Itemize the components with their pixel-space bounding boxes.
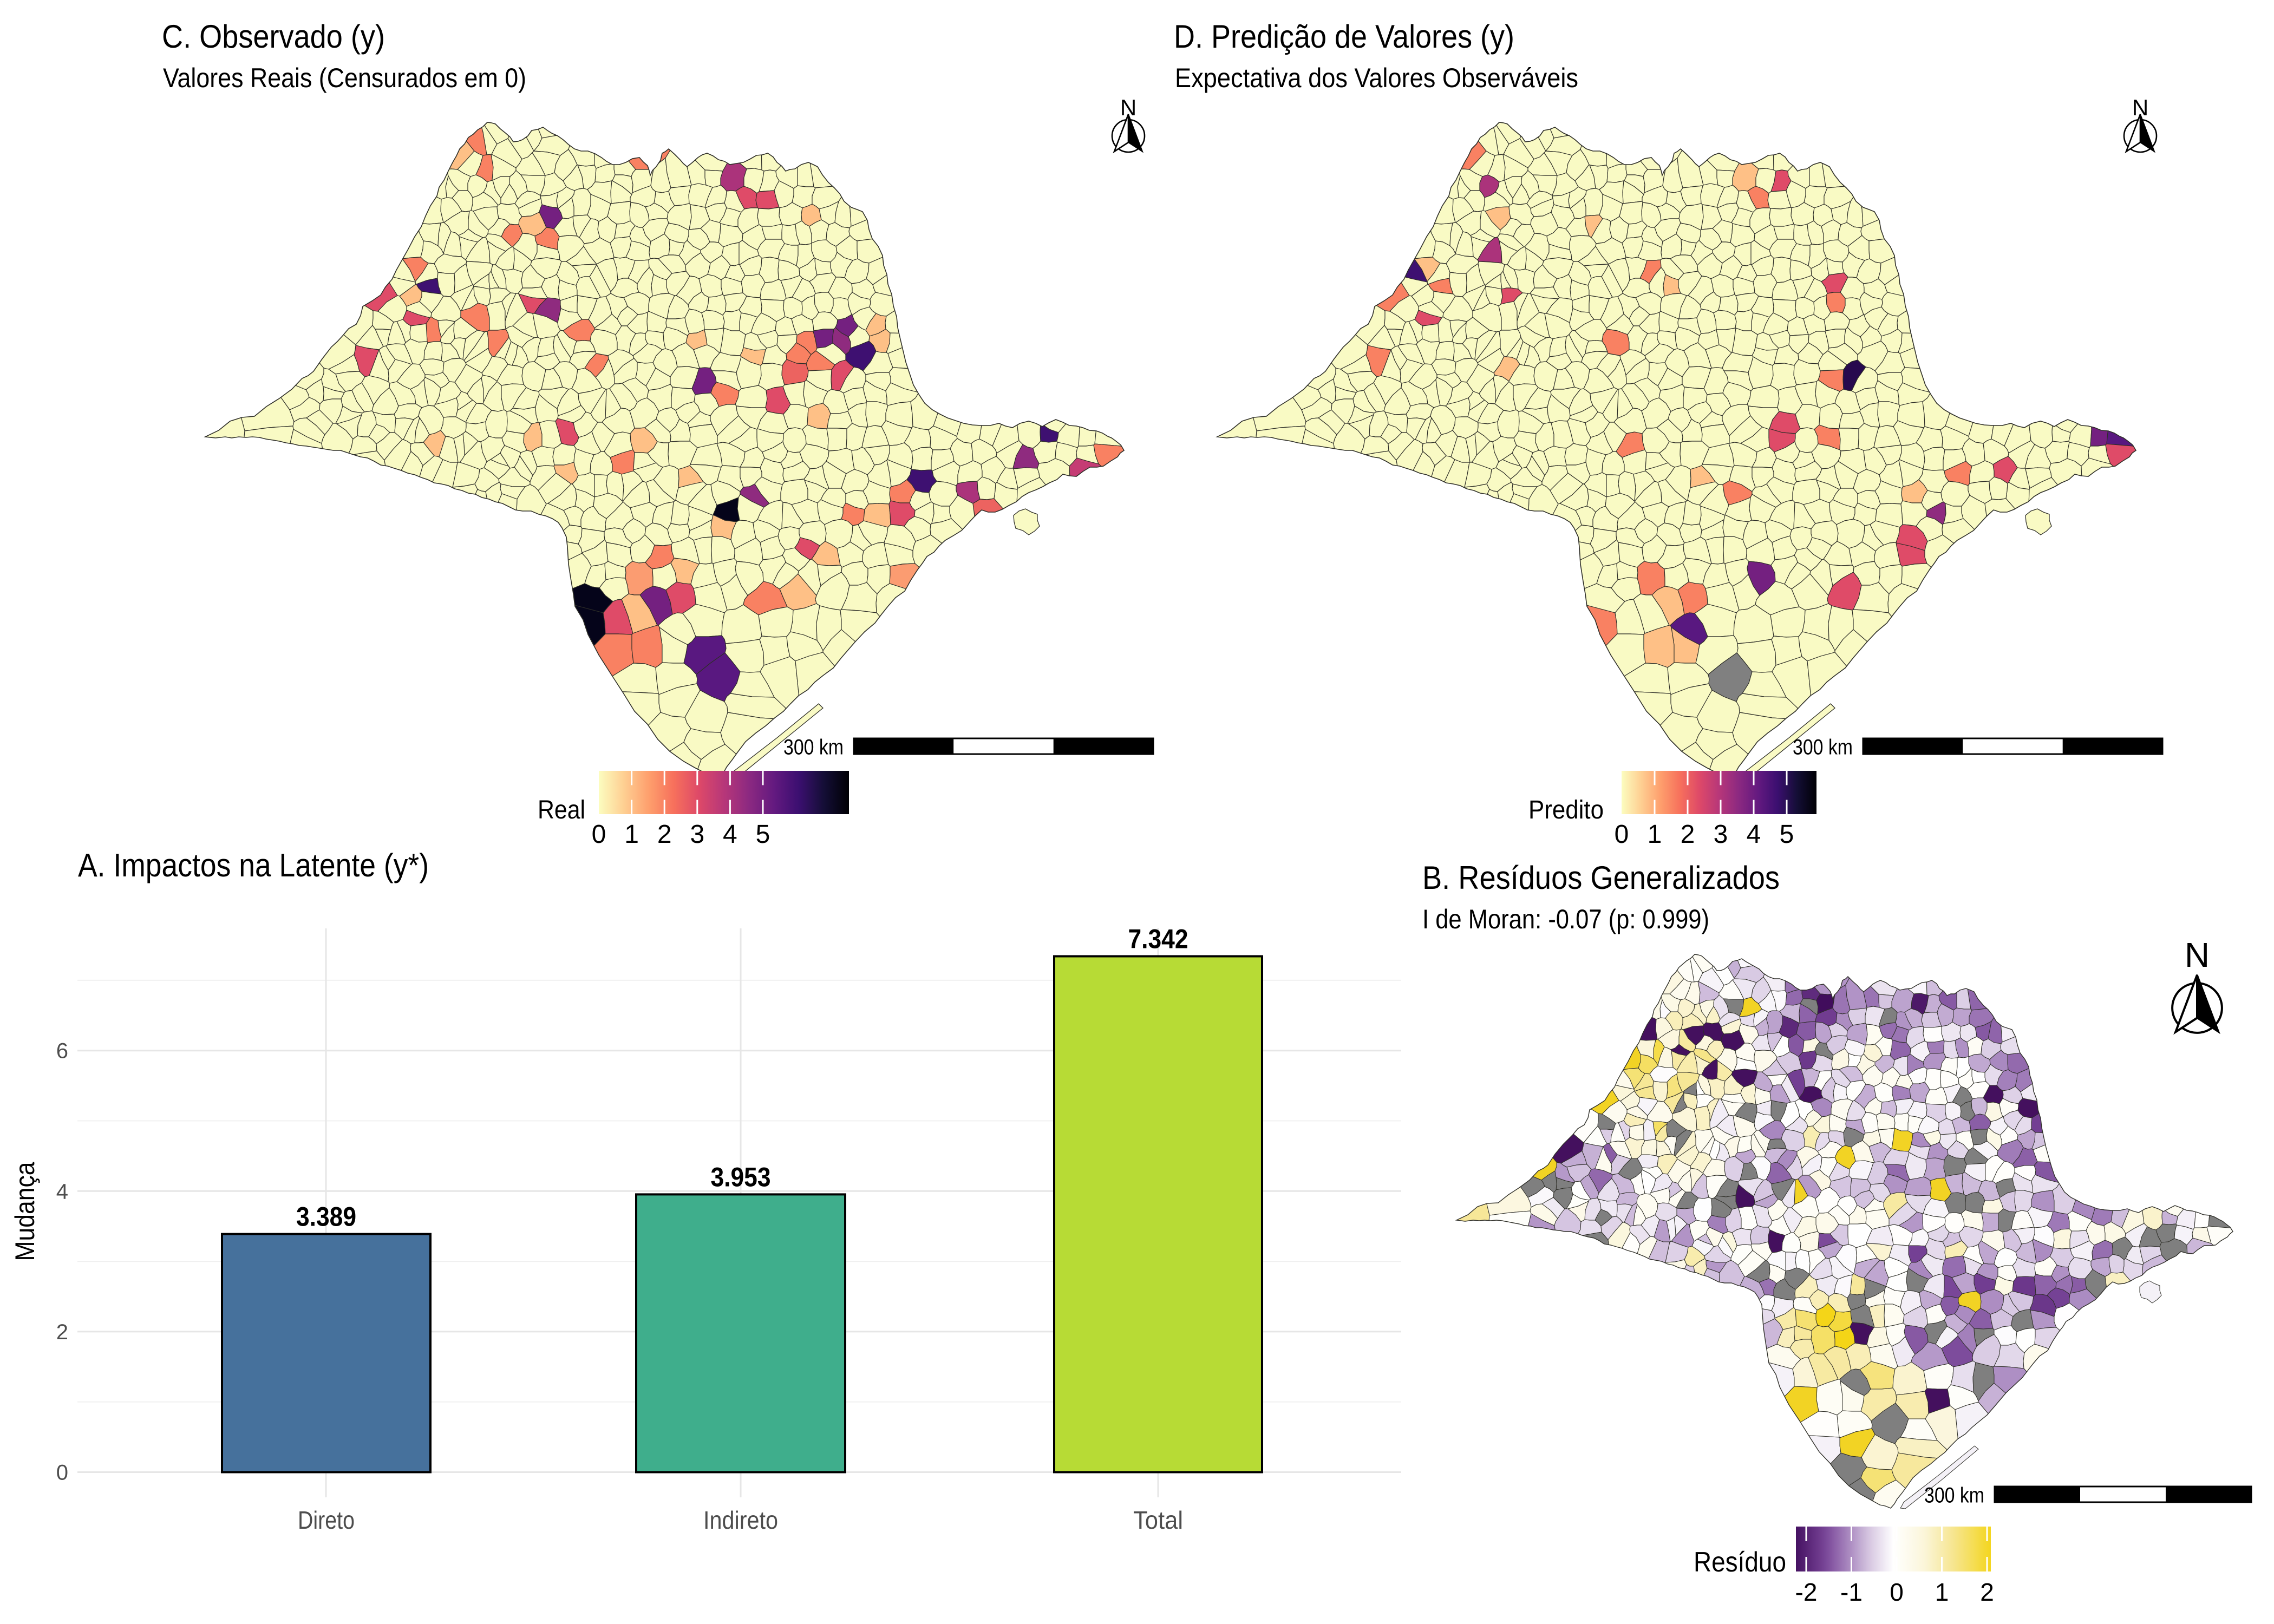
svg-text:4: 4 [723,820,737,849]
svg-text:3: 3 [690,820,704,849]
svg-text:Direto: Direto [298,1506,355,1534]
svg-text:2: 2 [56,1320,68,1344]
svg-text:0: 0 [592,820,606,849]
svg-text:-1: -1 [1840,1578,1863,1606]
svg-text:300 km: 300 km [1924,1484,1984,1508]
svg-text:6: 6 [56,1039,68,1063]
svg-text:-2: -2 [1795,1578,1818,1606]
svg-text:4: 4 [1747,820,1761,849]
svg-text:300 km: 300 km [1793,736,1853,759]
svg-text:4: 4 [56,1180,68,1203]
svg-text:Total: Total [1133,1506,1183,1534]
svg-text:1: 1 [1648,820,1662,849]
svg-text:N: N [2132,95,2148,120]
svg-text:N: N [1120,95,1136,120]
svg-text:Resíduo: Resíduo [1694,1547,1786,1578]
svg-text:5: 5 [756,820,770,849]
svg-text:7.342: 7.342 [1128,924,1188,954]
svg-text:Predito: Predito [1528,796,1604,824]
svg-text:Real: Real [538,796,585,824]
svg-text:0: 0 [56,1461,68,1485]
svg-text:D. Predição de Valores (y): D. Predição de Valores (y) [1174,18,1514,55]
svg-text:Mudança: Mudança [10,1162,40,1261]
svg-text:2: 2 [1980,1578,1994,1606]
svg-text:1: 1 [1935,1578,1949,1606]
svg-text:N: N [2185,935,2210,974]
svg-text:2: 2 [1681,820,1695,849]
svg-text:Expectativa dos Valores Observ: Expectativa dos Valores Observáveis [1175,63,1578,93]
svg-text:I de Moran: -0.07 (p: 0.999): I de Moran: -0.07 (p: 0.999) [1422,904,1709,934]
svg-text:2: 2 [657,820,672,849]
svg-text:C. Observado (y): C. Observado (y) [162,18,385,55]
svg-text:3: 3 [1714,820,1728,849]
svg-text:B. Resíduos Generalizados: B. Resíduos Generalizados [1422,860,1780,896]
svg-text:3.953: 3.953 [711,1162,771,1192]
svg-text:0: 0 [1890,1578,1904,1606]
svg-text:5: 5 [1780,820,1794,849]
svg-text:3.389: 3.389 [296,1202,356,1232]
svg-text:Indireto: Indireto [703,1506,778,1534]
svg-text:A. Impactos na Latente (y*): A. Impactos na Latente (y*) [78,847,429,883]
svg-text:Valores Reais (Censurados em 0: Valores Reais (Censurados em 0) [163,63,526,93]
svg-text:1: 1 [624,820,639,849]
svg-text:300 km: 300 km [783,736,844,759]
svg-text:0: 0 [1615,820,1629,849]
